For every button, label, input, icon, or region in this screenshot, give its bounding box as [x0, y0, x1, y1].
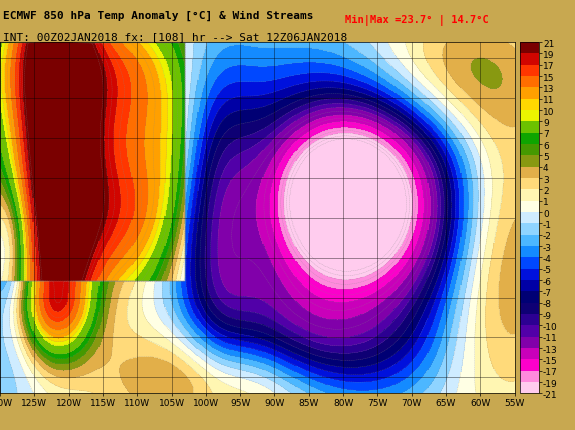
Text: INT: 00Z02JAN2018 fx: [108] hr --> Sat 12Z06JAN2018: INT: 00Z02JAN2018 fx: [108] hr --> Sat 1…	[3, 32, 347, 42]
Text: Min|Max =23.7° | 14.7°C: Min|Max =23.7° | 14.7°C	[345, 15, 489, 26]
Text: ECMWF 850 hPa Temp Anomaly [°C] & Wind Streams: ECMWF 850 hPa Temp Anomaly [°C] & Wind S…	[3, 11, 313, 21]
